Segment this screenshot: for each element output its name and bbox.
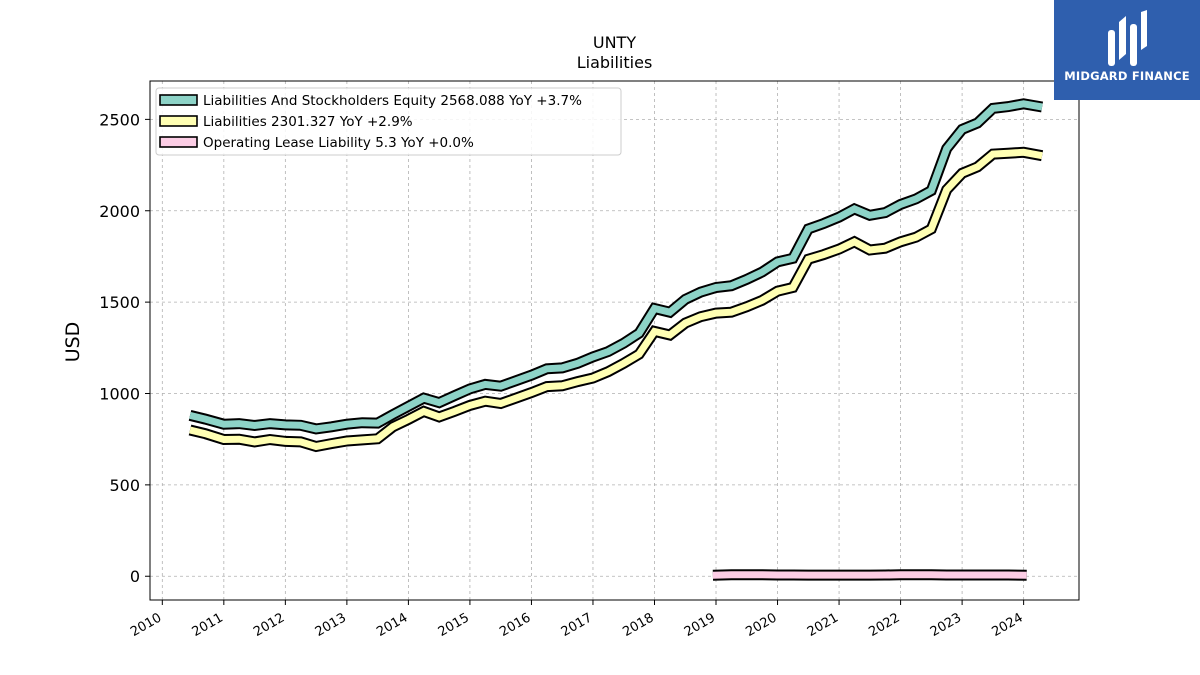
legend-swatch bbox=[159, 94, 198, 106]
brand-name: MIDGARD FINANCE bbox=[1064, 69, 1190, 83]
x-tick-label: 2024 bbox=[989, 610, 1025, 640]
legend-label: Liabilities 2301.327 YoY +2.9% bbox=[203, 114, 413, 130]
legend-label: Operating Lease Liability 5.3 YoY +0.0% bbox=[203, 135, 474, 151]
y-tick-label: 1000 bbox=[99, 384, 140, 403]
y-tick-label: 2000 bbox=[99, 202, 140, 221]
plot-area bbox=[149, 80, 1080, 601]
y-axis: 0 500 1000 1500 2000 2500 bbox=[99, 110, 150, 586]
legend-swatch bbox=[159, 115, 198, 127]
x-tick-label: 2017 bbox=[559, 610, 595, 640]
x-tick-label: 2013 bbox=[313, 610, 349, 640]
x-tick-label: 2018 bbox=[620, 610, 656, 640]
x-tick-label: 2016 bbox=[497, 610, 533, 640]
brand-logo: MIDGARD FINANCE bbox=[1054, 0, 1200, 100]
x-tick-label: 2020 bbox=[743, 610, 779, 640]
y-tick-label: 2500 bbox=[99, 110, 140, 129]
x-tick-label: 2023 bbox=[928, 610, 964, 640]
chart-subtitle: Liabilities bbox=[577, 53, 653, 72]
x-tick-label: 2022 bbox=[866, 610, 902, 640]
x-tick-label: 2012 bbox=[251, 610, 287, 640]
chart-title: UNTY bbox=[593, 33, 636, 52]
y-tick-label: 500 bbox=[109, 476, 140, 495]
series-line bbox=[712, 571, 1027, 579]
x-axis: 2010 2011 2012 2013 2014 2015 2016 2017 2018 2019… bbox=[128, 600, 1026, 640]
brand-mark-icon bbox=[1108, 10, 1147, 66]
series-lines bbox=[188, 98, 1044, 581]
y-tick-label: 1500 bbox=[99, 293, 140, 312]
y-axis-label: USD bbox=[62, 322, 84, 363]
x-tick-label: 2021 bbox=[805, 610, 841, 640]
series-line bbox=[189, 100, 1043, 433]
x-tick-label: 2011 bbox=[190, 610, 226, 640]
legend: Liabilities And Stockholders Equity 2568… bbox=[155, 87, 622, 156]
legend-swatch bbox=[159, 136, 198, 148]
x-tick-label: 2019 bbox=[682, 610, 718, 640]
y-tick-label: 0 bbox=[130, 567, 140, 586]
legend-label: Liabilities And Stockholders Equity 2568… bbox=[203, 93, 582, 109]
series-line bbox=[189, 148, 1043, 451]
x-tick-label: 2014 bbox=[374, 610, 410, 640]
x-tick-label: 2015 bbox=[436, 610, 472, 640]
x-tick-label: 2010 bbox=[128, 610, 164, 640]
legend-box bbox=[155, 87, 622, 156]
